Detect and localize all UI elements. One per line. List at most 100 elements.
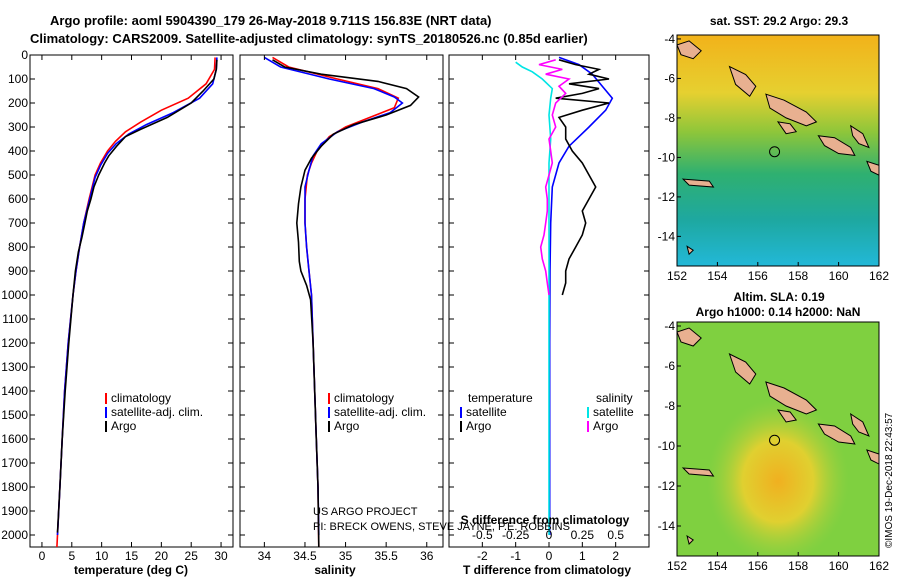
map-x-tick-label: 160 <box>829 559 849 573</box>
map-x-tick-label: 152 <box>667 269 687 283</box>
salinity-tick-label: 34 <box>258 549 272 563</box>
sst-coastlines <box>677 40 879 256</box>
difference-x-axis: -2 -1 0 1 2 -0.5 -0.25 0 0.25 0.5 <box>449 54 649 563</box>
map-y-tick-label: -14 <box>658 229 676 243</box>
temperature-xlabel: temperature (deg C) <box>74 563 188 577</box>
sst-map: sat. SST: 29.2 Argo: 29.3 152 154 156 158 16… <box>658 14 890 283</box>
depth-tick-label: 1500 <box>1 408 28 422</box>
difference-xlabel: T difference from climatology <box>463 563 631 577</box>
tdiff-tick-label: 2 <box>612 549 619 563</box>
tdiff-tick-label: -1 <box>510 549 521 563</box>
imos-stamp: ©IMOS 19-Dec-2018 22:43:57 <box>884 412 895 548</box>
depth-tick-label: 0 <box>21 48 28 62</box>
depth-tick-label: 200 <box>8 96 28 110</box>
depth-tick-label: 1900 <box>1 504 28 518</box>
island-shape <box>686 245 695 256</box>
salinity-tick-label: 34.5 <box>293 549 317 563</box>
profile-line-temperature-argo <box>555 59 610 296</box>
depth-tick-label: 1800 <box>1 480 28 494</box>
map-x-tick-label: 162 <box>869 269 889 283</box>
sla-map-title2: Argo h1000: 0.14 h2000: NaN <box>696 305 861 319</box>
temperature-tick-label: 20 <box>155 549 169 563</box>
temperature-x-axis: 0 5 10 15 20 25 30 <box>30 54 233 563</box>
difference-legend: temperaturesatelliteArgosalinitysatellit… <box>460 391 634 433</box>
legend-label: satellite-adj. clim. <box>334 405 426 419</box>
sdiff-tick-label: 0.5 <box>607 528 624 542</box>
sla-map-axes: 152 154 156 158 160 162 -4 -6 -8 -10 -12 -14 <box>658 319 890 573</box>
profile-line-salinity-satellite <box>515 61 554 535</box>
depth-tick-label: 1700 <box>1 456 28 470</box>
credits-line2: PI: BRECK OWENS, STEVE JAYNE, P.E. ROBBI… <box>313 521 570 533</box>
temperature-profiles <box>56 57 218 547</box>
depth-tick-label: 1100 <box>2 312 28 326</box>
profile-line-argo <box>56 59 218 533</box>
sla-coastlines <box>677 327 879 545</box>
depth-tick-label: 1000 <box>1 288 28 302</box>
salinity-tick-label: 35 <box>339 549 353 563</box>
legend-label: Argo <box>466 419 492 433</box>
island-shape <box>776 121 798 135</box>
depth-tick-label: 1200 <box>1 336 28 350</box>
map-x-tick-label: 162 <box>869 559 889 573</box>
island-shape <box>776 409 798 423</box>
sdiff-tick-label: 0.25 <box>571 528 595 542</box>
sla-map-frame <box>676 321 880 557</box>
salinity-profiles <box>263 56 420 547</box>
tdiff-tick-label: 1 <box>579 549 586 563</box>
salinity-panel: 34 34.5 35 35.5 36 salinity climatologysatel… <box>239 54 444 577</box>
depth-tick-label: 700 <box>8 216 28 230</box>
depth-tick-label: 400 <box>8 144 28 158</box>
depth-tick-label: 800 <box>8 240 28 254</box>
island-shape <box>866 160 879 176</box>
temperature-tick-label: 0 <box>39 549 46 563</box>
depth-tick-label: 1300 <box>1 360 28 374</box>
island-shape <box>677 40 702 60</box>
map-y-tick-label: -6 <box>664 71 675 85</box>
temperature-tick-label: 10 <box>95 549 109 563</box>
profile-line-salinity-argo <box>538 59 571 296</box>
legend-label: climatology <box>111 391 171 405</box>
map-y-tick-label: -6 <box>664 359 675 373</box>
map-x-tick-label: 154 <box>707 269 727 283</box>
map-y-tick-label: -10 <box>658 150 676 164</box>
depth-tick-label: 1400 <box>1 384 28 398</box>
map-x-tick-label: 156 <box>748 269 768 283</box>
legend-title-salinity: salinity <box>596 391 633 405</box>
island-shape <box>728 353 757 385</box>
sla-float-marker <box>769 434 781 446</box>
island-shape <box>817 423 856 445</box>
salinity-tick-label: 36 <box>420 549 434 563</box>
island-shape <box>686 534 694 545</box>
island-shape <box>728 65 757 97</box>
map-x-tick-label: 154 <box>707 559 727 573</box>
island-shape <box>866 449 879 465</box>
temperature-tick-label: 30 <box>214 549 228 563</box>
island-shape <box>817 135 856 157</box>
credits-line1: US ARGO PROJECT <box>313 506 418 518</box>
temperature-tick-label: 25 <box>185 549 199 563</box>
map-y-tick-label: -12 <box>658 190 676 204</box>
map-x-tick-label: 158 <box>788 269 808 283</box>
sst-map-frame <box>676 34 880 267</box>
profile-line-argo <box>272 59 420 547</box>
salinity-x-axis: 34 34.5 35 35.5 36 <box>240 54 443 563</box>
difference-xlabel-top: S difference from climatology <box>461 513 630 527</box>
map-x-tick-label: 158 <box>788 559 808 573</box>
island-shape <box>681 467 715 477</box>
difference-profiles <box>515 56 614 535</box>
depth-tick-label: 100 <box>8 72 28 86</box>
island-shape <box>765 93 818 127</box>
sdiff-tick-label: 0 <box>546 528 553 542</box>
map-x-tick-label: 152 <box>667 559 687 573</box>
sst-map-axes: 152 154 156 158 160 162 -4 -6 -8 -10 -12 -14 <box>658 32 890 283</box>
island-shape <box>849 412 870 437</box>
temperature-tick-label: 15 <box>125 549 139 563</box>
legend-label: Argo <box>111 419 137 433</box>
sla-map-title1: Altim. SLA: 0.19 <box>733 290 825 304</box>
sst-map-title: sat. SST: 29.2 Argo: 29.3 <box>710 14 849 28</box>
depth-tick-label: 500 <box>8 168 28 182</box>
island-shape <box>849 124 870 149</box>
map-y-tick-label: -14 <box>658 519 676 533</box>
legend-label: Argo <box>593 419 619 433</box>
